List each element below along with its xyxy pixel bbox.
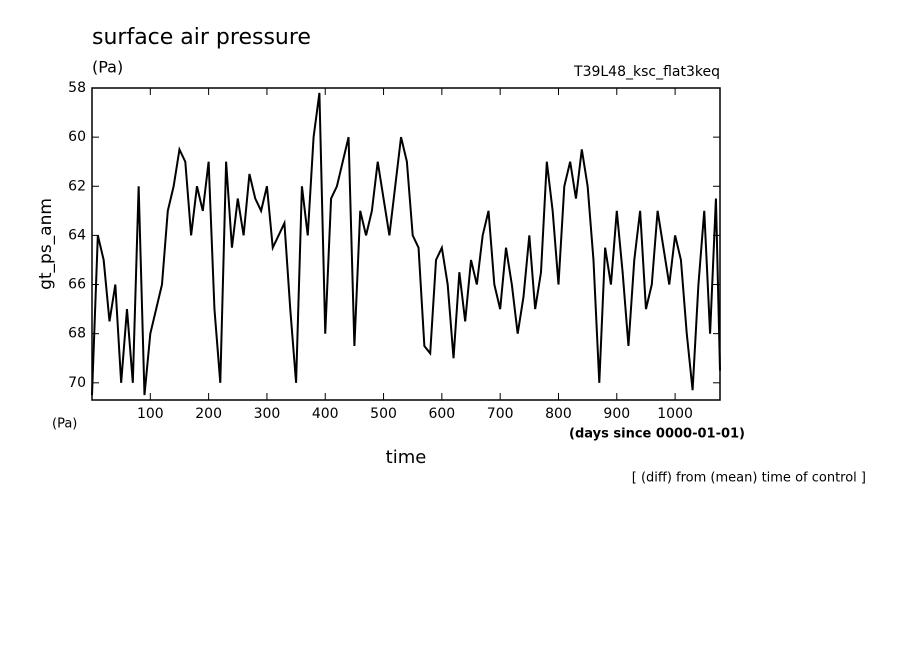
x-tick-label: 1000 [657,406,693,422]
y-tick-label: 70 [68,375,86,391]
y-tick-label: 64 [68,227,86,243]
footnote: [ (diff) from (mean) time of control ] [632,471,866,486]
x-tick-label: 400 [312,406,339,422]
x-tick-label: 200 [195,406,222,422]
y-axis-label: gt_ps_anm [36,198,56,290]
x-tick-label: 700 [487,406,514,422]
experiment-label: T39L48_ksc_flat3keq [573,64,720,80]
x-tick-label: 300 [254,406,281,422]
x-tick-label: 100 [137,406,164,422]
unit-label: (Pa) [92,58,123,77]
x-tick-label: 500 [370,406,397,422]
y-tick-label: 58 [68,80,86,96]
y-tick-label: 60 [68,129,86,145]
x-tick-label: 600 [428,406,455,422]
chart-title: surface air pressure [92,25,311,50]
y-tick-label: 66 [68,277,86,293]
data-line [91,92,721,396]
x-unit: (days since 0000-01-01) [569,427,745,442]
y-unit: (Pa) [52,417,77,432]
x-tick-label: 800 [545,406,572,422]
y-tick-label: 62 [68,178,86,194]
x-tick-label: 900 [603,406,630,422]
plot-frame [91,87,721,401]
x-axis-label: time [386,447,427,468]
y-tick-label: 68 [68,326,86,342]
